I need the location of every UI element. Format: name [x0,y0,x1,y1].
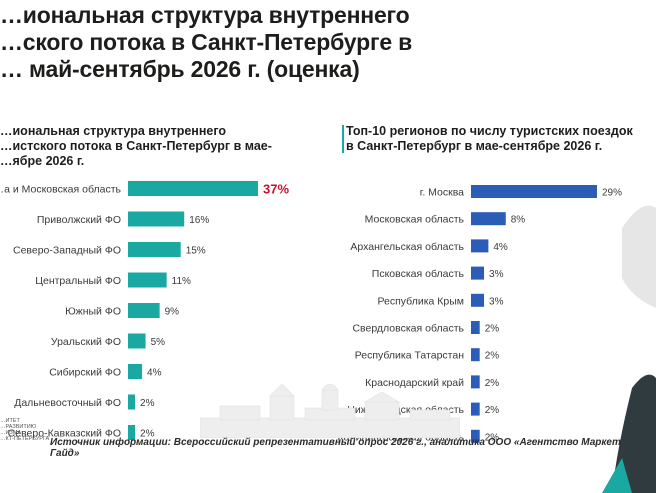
bar [128,303,160,318]
left-bar-chart: …а и Московская область 37% Приволжский ФО… [0,181,289,440]
category-label: Южный ФО [65,306,121,318]
category-label: Центральный ФО [35,275,121,287]
category-label: …а и Московская область [0,184,122,196]
value-label: 4% [493,242,508,253]
value-label: 4% [147,368,162,379]
bar [128,425,136,440]
monument-decoration-icon [602,205,656,493]
bar [471,266,485,280]
bar [128,394,136,410]
bar [128,242,181,257]
value-label: 16% [189,215,209,226]
bar [128,333,146,349]
slide-title: …иональная структура внутреннего …ского … [0,2,413,82]
value-label: 15% [186,246,206,257]
value-label: 37% [263,182,289,197]
category-label: Приволжский ФО [37,214,121,226]
value-label: 2% [485,405,500,416]
source-note: Источник информации: Всероссийский репре… [50,437,621,459]
skyline-illustration [200,383,460,438]
organization-logo-text: …итет …развитию …изма …кт-петербурга [0,418,50,442]
bar [471,402,480,416]
bar [471,375,480,389]
category-label: Сибирский ФО [49,367,121,379]
right-chart-subtitle: Топ-10 регионов по числу туристских поез… [346,124,633,153]
category-label: г. Москва [420,187,464,199]
category-label: Северо-Западный ФО [13,245,121,257]
category-label: Республика Крым [377,295,464,307]
bar [471,293,485,307]
value-label: 2% [485,378,500,389]
category-label: Свердловская область [352,323,464,335]
bar [128,364,143,379]
value-label: 2% [485,432,500,443]
value-label: 9% [165,307,180,318]
bar [128,181,258,196]
value-label: 2% [485,324,500,335]
value-label: 5% [151,337,166,348]
category-label: Краснодарский край [365,377,464,389]
category-label: Уральский ФО [51,336,121,348]
bar [471,429,480,443]
bar [471,321,480,334]
bar [471,212,506,226]
category-label: Дальневосточный ФО [14,397,121,409]
value-label: 29% [602,188,622,199]
left-chart-subtitle: …иональная структура внутреннего …истско… [0,124,272,168]
bar [471,185,597,198]
bar [128,211,185,227]
category-label: Псковская область [372,268,465,280]
value-label: 3% [489,296,504,307]
subtitle-accent-line [342,125,344,153]
value-label: 8% [511,215,526,226]
right-bar-chart: г. Москва 29% Московская область 8% Архангел… [338,185,622,443]
value-label: 2% [140,429,155,440]
bar [471,239,489,253]
value-label: 11% [172,276,191,287]
category-label: Московская область [365,214,465,226]
value-label: 2% [140,398,155,409]
value-label: 2% [485,351,500,362]
category-label: Архангельская область [350,241,464,253]
category-label: Республика Татарстан [355,350,465,362]
value-label: 3% [489,269,504,280]
bar [128,272,167,288]
category-label: Северо-Кавказский ФО [8,428,121,440]
bar [471,348,480,362]
